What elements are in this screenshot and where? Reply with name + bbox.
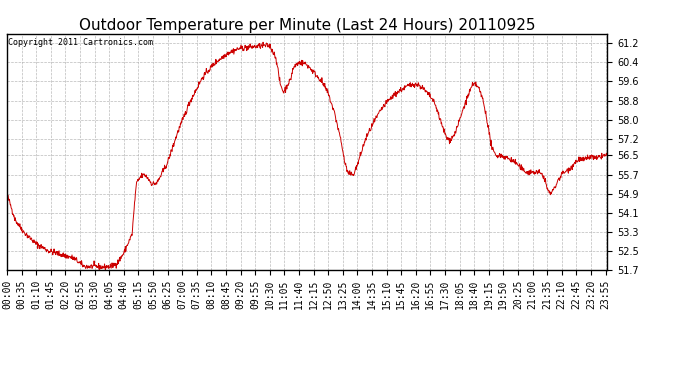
Title: Outdoor Temperature per Minute (Last 24 Hours) 20110925: Outdoor Temperature per Minute (Last 24 … — [79, 18, 535, 33]
Text: Copyright 2011 Cartronics.com: Copyright 2011 Cartronics.com — [8, 39, 153, 48]
